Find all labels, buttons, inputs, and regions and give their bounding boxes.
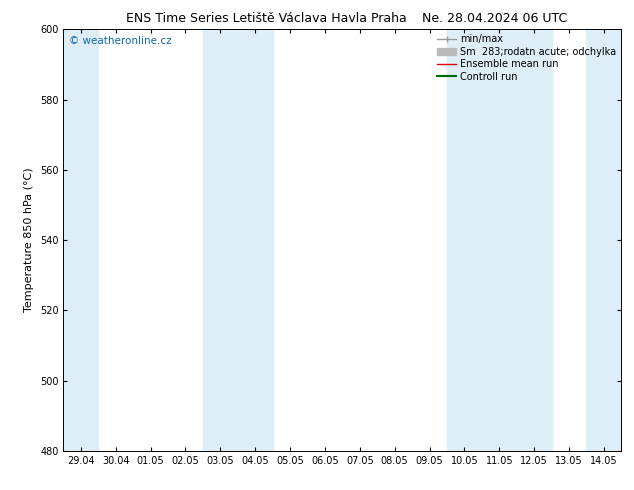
Bar [203,29,238,451]
Bar [482,29,517,451]
Text: Ne. 28.04.2024 06 UTC: Ne. 28.04.2024 06 UTC [422,12,567,25]
Y-axis label: Temperature 850 hPa (°C): Temperature 850 hPa (°C) [24,168,34,313]
Text: © weatheronline.cz: © weatheronline.cz [69,36,172,46]
Bar [447,29,482,451]
Bar [517,29,552,451]
Text: ENS Time Series Letiště Václava Havla Praha: ENS Time Series Letiště Václava Havla Pr… [126,12,406,25]
Bar [586,29,621,451]
Bar [238,29,273,451]
Bar [63,29,98,451]
Legend: min/max, Sm  283;rodatn acute; odchylka, Ensemble mean run, Controll run: min/max, Sm 283;rodatn acute; odchylka, … [435,32,618,83]
